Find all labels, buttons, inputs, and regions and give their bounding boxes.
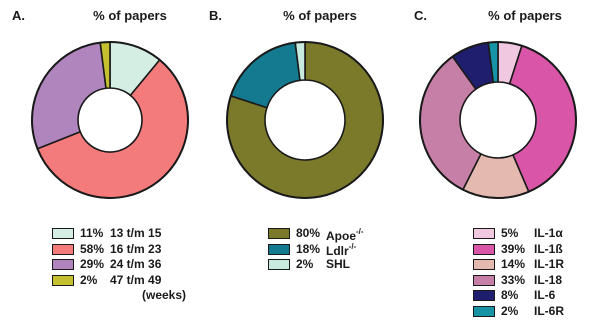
legend-item: 33% IL-18: [473, 273, 564, 289]
donut-chart-c: [419, 41, 577, 199]
legend-percent: 5%: [501, 226, 519, 240]
legend-item: 39% IL-1ß: [473, 242, 564, 258]
legend-label: 47 t/m 49: [110, 272, 162, 287]
legend-percent: 39%: [501, 241, 526, 256]
legend-percent: 58%: [80, 241, 105, 256]
legend-percent: 2%: [296, 257, 314, 271]
legend-label: IL-1α: [534, 226, 563, 240]
legend-item: 2% IL-6R: [473, 304, 564, 320]
legend-b: 80% Apoe-/- 18% Ldlr-/- 2% SHL: [268, 226, 364, 273]
legend-label: Apoe-/-: [326, 226, 364, 243]
legend-swatch: [268, 228, 290, 240]
legend-label: IL-6R: [534, 303, 564, 318]
panel-title-b: % of papers: [283, 8, 357, 23]
legend-percent: 11%: [80, 226, 104, 240]
legend-units: (weeks): [142, 288, 187, 302]
legend-percent: 14%: [501, 257, 526, 271]
legend-label: IL-18: [534, 272, 563, 287]
legend-c: 5% IL-1α 39% IL-1ß 14% IL-1R 33% IL-18 8% IL-6 2% I…: [473, 226, 564, 319]
donut-outer-ring: [226, 41, 384, 199]
legend-a: 11% 13 t/m 15 58% 16 t/m 23 29% 24 t/m 36 2% 47…: [52, 226, 186, 304]
legend-swatch: [473, 305, 495, 317]
donut-chart-b: [226, 41, 384, 199]
legend-swatch: [473, 259, 495, 271]
legend-swatch: [52, 243, 74, 255]
legend-item: 18% Ldlr-/-: [268, 242, 364, 258]
legend-label-superscript: -/-: [348, 242, 357, 251]
legend-percent: 2%: [80, 272, 98, 287]
legend-item: 8% IL-6: [473, 288, 564, 304]
legend-swatch: [473, 290, 495, 302]
legend-label: IL-6: [534, 288, 556, 302]
legend-swatch: [52, 228, 74, 240]
legend-item: 5% IL-1α: [473, 226, 564, 242]
panel-letter-b: B.: [209, 8, 222, 23]
panel-title-a: % of papers: [93, 8, 167, 23]
donut-outer-ring: [419, 41, 577, 199]
legend-item: 11% 13 t/m 15: [52, 226, 186, 242]
legend-percent: 2%: [501, 303, 519, 318]
legend-item: 2% 47 t/m 49: [52, 273, 186, 289]
legend-percent: 8%: [501, 288, 519, 302]
legend-label: 13 t/m 15: [110, 226, 162, 240]
donut-outer-ring: [31, 41, 189, 199]
legend-swatch: [473, 228, 495, 240]
legend-swatch: [52, 259, 74, 271]
panel-letter-a: A.: [12, 8, 25, 23]
legend-label: Ldlr-/-: [326, 242, 357, 258]
donut-slice-24-t-m-36: [31, 41, 107, 150]
legend-label: 16 t/m 23: [110, 241, 162, 256]
legend-label: IL-1ß: [534, 241, 563, 256]
legend-swatch: [473, 243, 495, 255]
legend-swatch: [52, 274, 74, 286]
legend-label-superscript: -/-: [356, 226, 364, 236]
legend-item: 58% 16 t/m 23: [52, 242, 186, 258]
legend-swatch: [268, 259, 290, 271]
legend-item: 80% Apoe-/-: [268, 226, 364, 243]
legend-item: 14% IL-1R: [473, 257, 564, 273]
legend-swatch: [473, 274, 495, 286]
legend-item: 29% 24 t/m 36: [52, 257, 186, 273]
legend-item: 2% SHL: [268, 257, 364, 273]
legend-label: SHL: [326, 257, 350, 271]
legend-percent: 29%: [80, 257, 105, 271]
legend-percent: 80%: [296, 226, 321, 240]
legend-swatch: [268, 243, 290, 255]
legend-percent: 33%: [501, 272, 526, 287]
legend-label: 24 t/m 36: [110, 257, 162, 271]
legend-percent: 18%: [296, 241, 321, 256]
panel-letter-c: C.: [414, 8, 427, 23]
donut-chart-a: [31, 41, 189, 199]
legend-label: IL-1R: [534, 257, 564, 271]
panel-title-c: % of papers: [488, 8, 562, 23]
